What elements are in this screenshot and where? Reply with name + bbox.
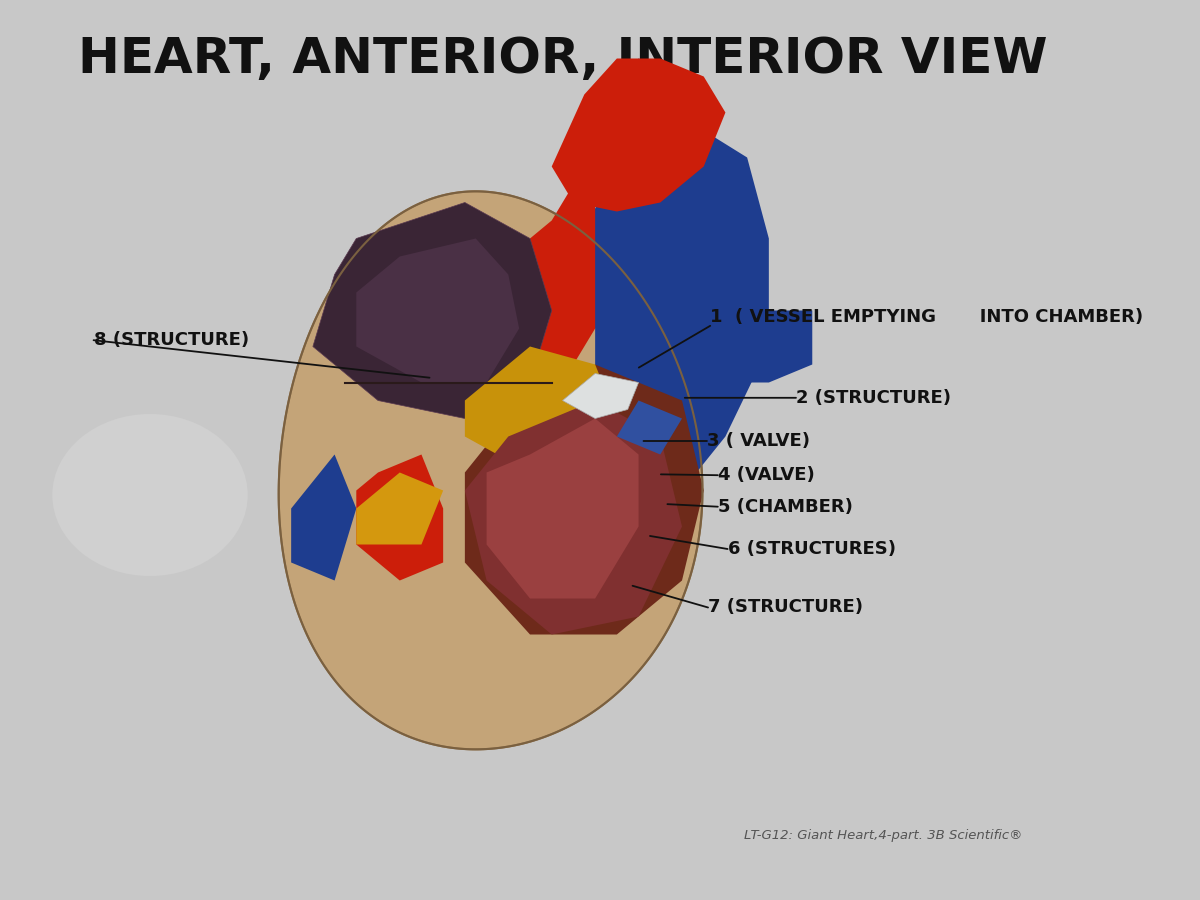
Polygon shape [574,58,703,202]
Text: 8 (STRUCTURE): 8 (STRUCTURE) [94,331,248,349]
Polygon shape [617,400,682,454]
Polygon shape [356,472,443,544]
Polygon shape [464,400,682,634]
Text: 1  ( VESSEL EMPTYING       INTO CHAMBER): 1 ( VESSEL EMPTYING INTO CHAMBER) [710,308,1144,326]
Polygon shape [356,454,443,580]
Polygon shape [292,454,356,580]
Polygon shape [530,184,595,364]
Text: 6 (STRUCTURES): 6 (STRUCTURES) [727,540,895,558]
Polygon shape [464,364,703,634]
Polygon shape [356,238,520,382]
Text: HEART, ANTERIOR, INTERIOR VIEW: HEART, ANTERIOR, INTERIOR VIEW [78,34,1048,83]
Text: 4 (VALVE): 4 (VALVE) [718,466,815,484]
Polygon shape [563,374,638,419]
Polygon shape [313,202,552,418]
Polygon shape [278,192,702,750]
Text: 7 (STRUCTURE): 7 (STRUCTURE) [708,598,863,616]
Polygon shape [726,310,812,382]
Text: 5 (CHAMBER): 5 (CHAMBER) [718,498,853,516]
Polygon shape [574,130,769,490]
Text: 3 ( VALVE): 3 ( VALVE) [707,432,810,450]
Polygon shape [464,346,617,472]
Polygon shape [509,436,574,508]
Polygon shape [486,418,638,598]
Text: 2 (STRUCTURE): 2 (STRUCTURE) [796,389,950,407]
Text: LT-G12: Giant Heart,4-part. 3B Scientific®: LT-G12: Giant Heart,4-part. 3B Scientifi… [744,829,1022,842]
Polygon shape [552,58,726,212]
Ellipse shape [53,414,247,576]
